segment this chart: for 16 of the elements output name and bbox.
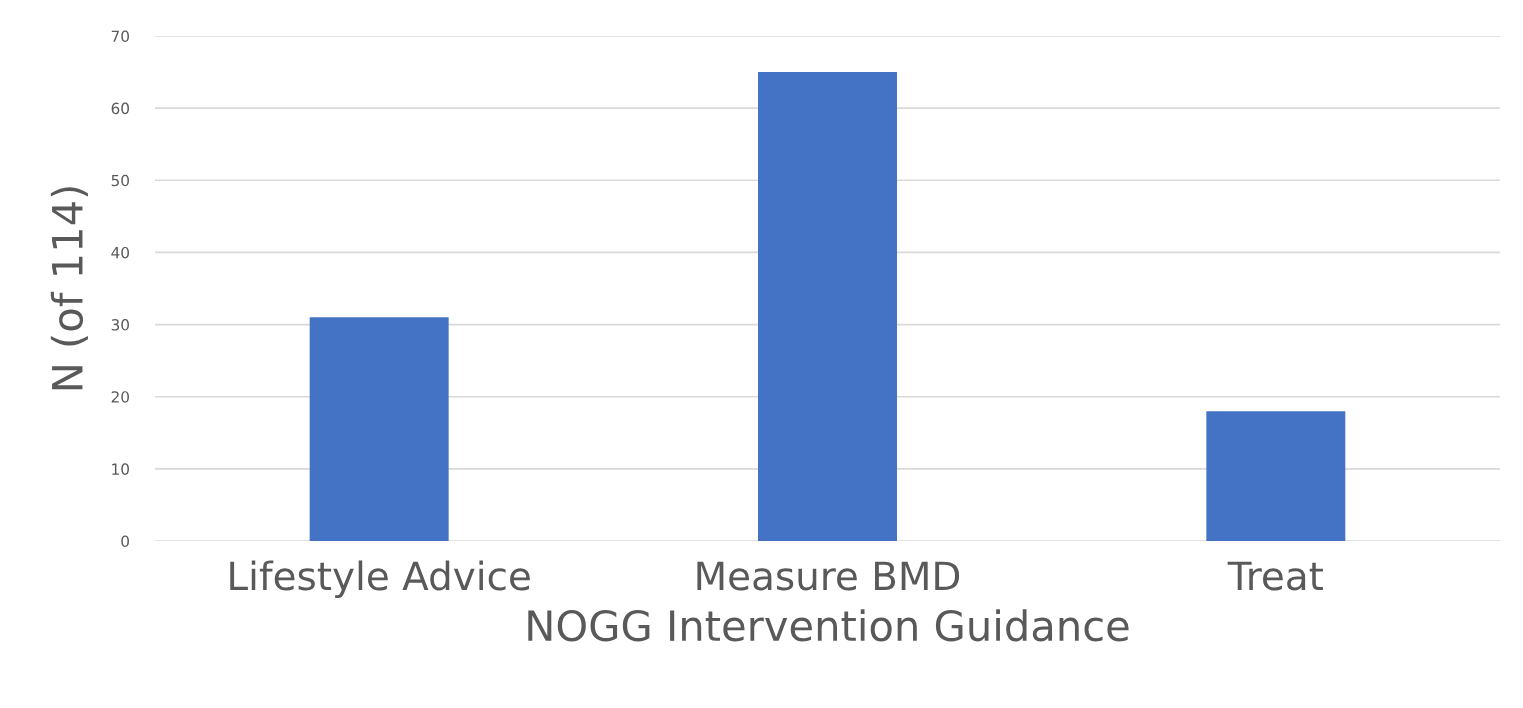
bar (758, 72, 897, 541)
y-tick-label: 40 (111, 246, 129, 259)
x-tick-label: Lifestyle Advice (230, 560, 530, 599)
y-axis-title: N (of 114) (50, 187, 88, 390)
y-tick-label: 70 (111, 30, 129, 43)
x-tick-label: Measure BMD (697, 561, 960, 591)
y-tick-label: 0 (121, 535, 129, 548)
x-axis-title: NOGG Intervention Guidance (528, 609, 1129, 642)
y-tick-label: 20 (111, 391, 129, 403)
y-tick-label: 50 (111, 174, 129, 187)
bar (1206, 411, 1346, 541)
y-tick-label: 10 (112, 463, 129, 475)
bar (309, 317, 449, 541)
y-tick-label: 60 (111, 102, 129, 115)
y-tick-label: 30 (111, 319, 129, 331)
x-tick-label: Treat (1227, 561, 1323, 591)
